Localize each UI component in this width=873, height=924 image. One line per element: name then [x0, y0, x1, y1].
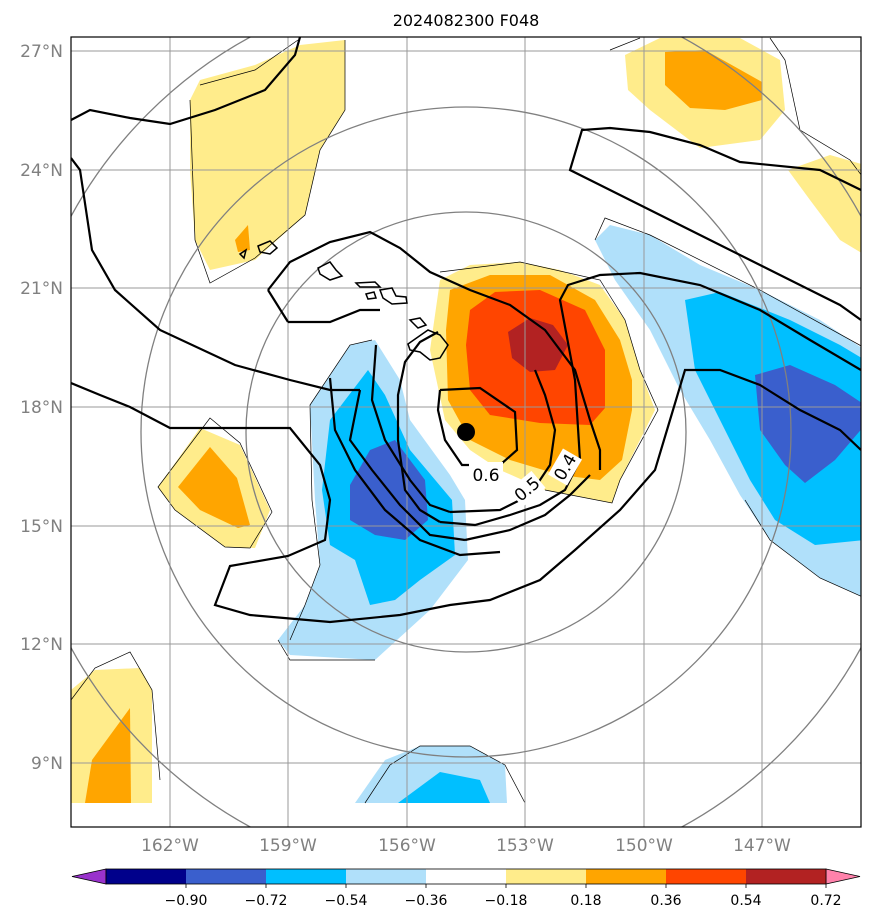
contour-label: 0.6 [472, 466, 499, 486]
range-rings [71, 37, 861, 827]
contour-lines [71, 37, 861, 624]
colorbar-frame [105, 868, 827, 885]
colorbar-tick-label: 0.18 [570, 893, 601, 909]
contour-labels: 0.6 0.5 0.4 [469, 448, 583, 508]
coastlines [238, 240, 449, 361]
colorbar: −0.90 −0.72 −0.54 −0.36 −0.18 0.18 0.36 0.54 0.7… [71, 868, 861, 909]
positive-anomaly-region [508, 318, 568, 372]
colorbar-extend-high [825, 868, 861, 885]
lat-tick-label: 9°N [31, 754, 63, 774]
lat-tick-label: 12°N [20, 635, 63, 655]
lon-tick-label: 162°W [141, 836, 199, 856]
positive-anomaly-region [235, 225, 250, 252]
lat-tick-labels: 27°N 24°N 21°N 18°N 15°N 12°N 9°N [20, 42, 63, 774]
lat-tick-label: 24°N [20, 161, 63, 181]
lon-tick-label: 150°W [615, 836, 673, 856]
colorbar-segment [586, 869, 667, 884]
contour-label-bg [469, 462, 503, 484]
positive-anomaly-region [178, 447, 250, 528]
storm-center-marker [457, 423, 475, 441]
lat-tick-label: 27°N [20, 42, 63, 62]
lon-tick-label: 156°W [378, 836, 436, 856]
contour-label-bg [508, 470, 546, 508]
colorbar-tick-label: −0.36 [405, 893, 448, 909]
colorbar-segment [106, 869, 187, 884]
positive-anomaly-region [85, 708, 131, 803]
lat-tick-label: 21°N [20, 279, 63, 299]
positive-anomaly-region [788, 155, 861, 253]
colorbar-tick-label: 0.36 [650, 893, 681, 909]
chart-title: 2024082300 F048 [393, 11, 540, 30]
negative-anomaly-region [398, 772, 490, 803]
gridlines [71, 37, 861, 827]
lat-tick-label: 18°N [20, 398, 63, 418]
colorbar-segment [506, 869, 587, 884]
colorbar-extend-low [71, 868, 107, 885]
lat-tick-label: 15°N [20, 517, 63, 537]
colorbar-segment [666, 869, 747, 884]
colorbar-segment [746, 869, 827, 884]
contour-label-bg [547, 448, 583, 486]
lon-tick-labels: 162°W 159°W 156°W 153°W 150°W 147°W [141, 836, 791, 856]
shading-outlines [71, 37, 861, 804]
positive-anomaly-region [190, 40, 345, 270]
map-area: 0.6 0.5 0.4 [71, 37, 861, 827]
colorbar-segment [346, 869, 427, 884]
lon-tick-label: 153°W [496, 836, 554, 856]
map-frame [70, 36, 862, 828]
lon-tick-label: 147°W [733, 836, 791, 856]
colorbar-tick-label: 0.72 [810, 893, 841, 909]
colorbar-tick-label: 0.54 [730, 893, 761, 909]
lon-tick-label: 159°W [259, 836, 317, 856]
colorbar-segment [426, 869, 507, 884]
negative-anomaly-region [755, 365, 861, 483]
anomaly-shading [71, 38, 861, 803]
colorbar-tick-label: −0.54 [325, 893, 368, 909]
colorbar-segment [266, 869, 347, 884]
positive-anomaly-region [665, 50, 762, 110]
colorbar-tick-label: −0.72 [245, 893, 288, 909]
colorbar-segment [186, 869, 267, 884]
colorbar-tick-label: −0.90 [165, 893, 208, 909]
colorbar-tick-label: −0.18 [485, 893, 528, 909]
